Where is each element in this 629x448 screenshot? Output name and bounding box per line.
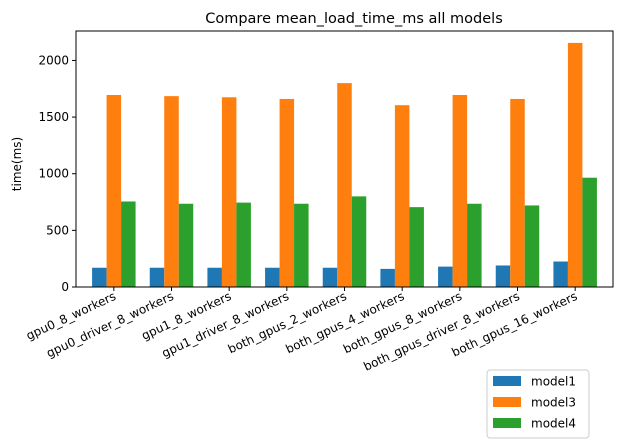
bar-model1	[553, 261, 568, 287]
bar-model3	[221, 97, 237, 287]
bar-model1	[438, 266, 453, 287]
bar-model1	[207, 267, 222, 287]
bar-model4	[121, 201, 136, 287]
bar-model4	[409, 207, 424, 287]
bar-model1	[380, 268, 395, 287]
y-axis-ticks: 0 500 1000 1500 2000	[38, 53, 76, 294]
bar-model3	[567, 42, 583, 288]
legend-swatch-model3	[493, 397, 521, 407]
bar-model4	[236, 202, 251, 287]
bar-model4	[351, 196, 367, 287]
legend-label-model3: model3	[531, 396, 576, 410]
bar-model3	[279, 98, 295, 287]
y-tick-label: 500	[46, 223, 69, 237]
y-tick-label: 2000	[38, 53, 69, 67]
bar-model1	[265, 267, 280, 287]
legend-label-model1: model1	[531, 375, 576, 389]
bar-model4	[467, 203, 482, 287]
legend-swatch-model1	[493, 376, 521, 386]
legend: model1 model3 model4	[486, 369, 590, 439]
y-axis-label: time(ms)	[10, 137, 24, 191]
legend-label-model4: model4	[531, 417, 576, 431]
y-tick-label: 1500	[38, 110, 69, 124]
legend-swatch-model4	[493, 418, 521, 428]
bar-model3	[106, 95, 122, 287]
bar-model1	[322, 267, 338, 287]
bar-model3	[510, 98, 525, 287]
bars-group	[92, 42, 597, 288]
y-tick-label: 1000	[38, 167, 69, 181]
chart-title: Compare mean_load_time_ms all models	[205, 11, 503, 27]
bar-model3	[394, 105, 410, 287]
bar-model3	[452, 95, 468, 287]
plot-area-frame	[75, 30, 614, 288]
y-tick-label: 0	[61, 280, 69, 294]
bar-model4	[582, 177, 597, 287]
bar-model1	[92, 267, 107, 287]
bar-model3	[337, 83, 352, 287]
x-axis-ticks: gpu0_8_workersgpu0_driver_8_workersgpu1_…	[24, 287, 579, 374]
bar-model1	[149, 267, 165, 287]
bar-model4	[294, 203, 309, 287]
bar-model3	[164, 96, 179, 287]
bar-model4	[524, 205, 540, 287]
bar-model4	[178, 203, 194, 287]
bar-model1	[495, 265, 511, 287]
